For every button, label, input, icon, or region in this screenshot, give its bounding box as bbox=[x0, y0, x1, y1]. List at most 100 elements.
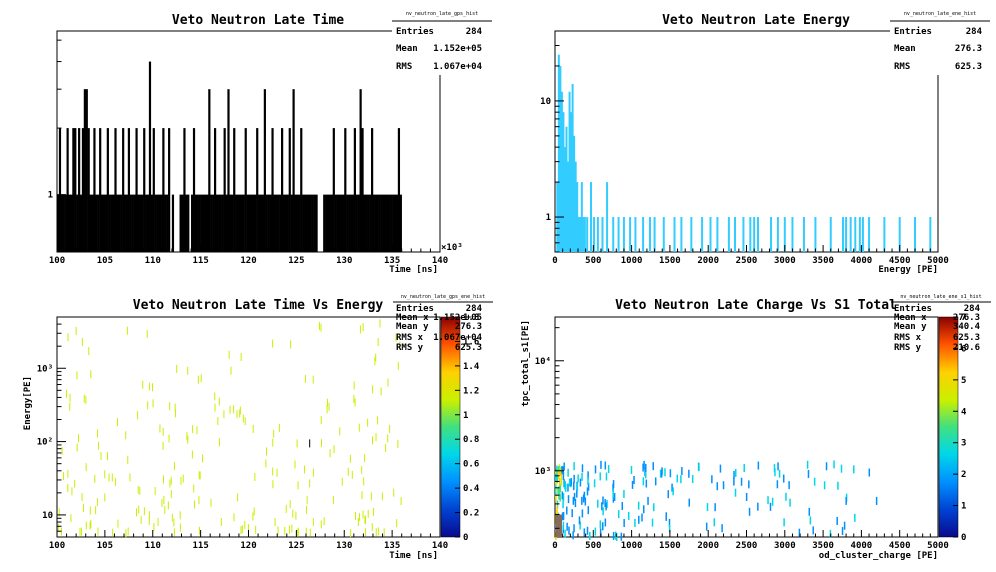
heatmap-cell bbox=[65, 389, 67, 398]
stat-label: Mean x bbox=[396, 313, 429, 323]
heatmap-cell bbox=[572, 531, 574, 540]
heatmap-cell bbox=[837, 481, 839, 490]
heatmap-cell bbox=[853, 465, 855, 474]
heatmap-cell bbox=[676, 474, 679, 483]
heatmap-cell bbox=[77, 434, 79, 443]
heatmap-cell bbox=[83, 394, 85, 403]
heatmap-cell bbox=[733, 477, 735, 486]
x-tick-label: 3000 bbox=[774, 541, 796, 551]
histogram-bar bbox=[238, 194, 242, 252]
heatmap-cell bbox=[375, 353, 377, 362]
heatmap-cell bbox=[562, 471, 565, 480]
heatmap-cell bbox=[688, 469, 690, 478]
stat-value: 1.067e+04 bbox=[433, 62, 482, 72]
heatmap-cell bbox=[96, 429, 98, 438]
histogram-bar bbox=[914, 217, 917, 252]
stat-value: 284 bbox=[964, 304, 981, 314]
heatmap-cell bbox=[187, 435, 189, 444]
heatmap-cell bbox=[374, 357, 376, 366]
heatmap-cell bbox=[196, 426, 198, 435]
histogram-bar bbox=[236, 194, 240, 252]
heatmap-cell bbox=[154, 487, 156, 496]
histogram-bar bbox=[81, 128, 85, 252]
heatmap-cell bbox=[377, 527, 379, 536]
heatmap-cell bbox=[187, 366, 189, 375]
heatmap-cell bbox=[90, 519, 92, 528]
histogram-bar bbox=[734, 217, 737, 252]
histogram-bar bbox=[196, 194, 199, 252]
heatmap-cell bbox=[143, 507, 145, 516]
heatmap-cell bbox=[586, 526, 589, 535]
x-ticks: 100 105 110 115 120 125 130 135 140 bbox=[49, 245, 448, 266]
histogram-bar bbox=[116, 194, 119, 252]
stats-title: nv_neutron_late_ene_hist bbox=[904, 11, 976, 17]
x-tick-label: 120 bbox=[240, 256, 256, 266]
heatmap-cell bbox=[320, 323, 322, 332]
histogram-bar bbox=[206, 194, 209, 252]
histogram-bar bbox=[783, 217, 786, 252]
stat-label: Mean bbox=[396, 44, 418, 54]
x-tick-label: 4500 bbox=[889, 541, 911, 551]
heatmap-cell bbox=[587, 506, 590, 515]
heatmap-cell bbox=[272, 480, 274, 489]
heatmap-cell bbox=[323, 517, 325, 526]
x-tick-label: 120 bbox=[240, 541, 256, 551]
histogram-bar bbox=[171, 194, 175, 252]
stat-value: 625.3 bbox=[953, 333, 980, 343]
plot-frame bbox=[554, 316, 939, 538]
histogram-bar bbox=[606, 182, 609, 252]
heatmap-cell bbox=[173, 462, 175, 471]
heatmap-cell bbox=[305, 527, 307, 536]
histogram-bar bbox=[861, 217, 864, 252]
heatmap-cell bbox=[583, 491, 586, 500]
stat-value: 210.6 bbox=[953, 343, 980, 353]
z-tick-label: 0.2 bbox=[463, 509, 479, 519]
histogram-bar bbox=[233, 128, 236, 252]
y-tick-label: 1 bbox=[48, 191, 53, 201]
heatmap-cell bbox=[643, 505, 645, 514]
y-tick-label: 10³ bbox=[535, 467, 551, 477]
heatmap-cell bbox=[217, 417, 219, 426]
histogram-bar bbox=[101, 194, 104, 252]
histogram-bar bbox=[371, 128, 374, 252]
heatmap-cell bbox=[67, 484, 69, 493]
heatmap-cell bbox=[843, 521, 846, 530]
heatmap-cell bbox=[142, 380, 144, 389]
heatmap-cell bbox=[561, 491, 564, 500]
heatmap-cell bbox=[198, 496, 200, 505]
x-tick-label: 135 bbox=[384, 541, 400, 551]
histogram-bar bbox=[95, 194, 98, 252]
histogram-bar bbox=[559, 65, 562, 252]
heatmap-cell bbox=[612, 490, 614, 499]
heatmap-cell bbox=[295, 511, 297, 520]
histogram-bar bbox=[294, 194, 297, 252]
histogram-bar bbox=[129, 194, 132, 252]
histogram-bar bbox=[582, 217, 585, 252]
heatmap-cell bbox=[266, 447, 268, 456]
heatmap-cell bbox=[757, 502, 759, 511]
histogram-bar bbox=[78, 128, 81, 252]
y-axis-label: Energy[PE] bbox=[23, 376, 33, 430]
heatmap-cell bbox=[153, 523, 155, 532]
x-tick-label: 4000 bbox=[851, 256, 873, 266]
heatmap-cell bbox=[202, 454, 204, 463]
heatmap-cell bbox=[556, 467, 559, 476]
heatmap-cell bbox=[576, 489, 578, 498]
heatmap-cell bbox=[600, 460, 602, 469]
heatmap-cell bbox=[568, 526, 570, 535]
heatmap-cell bbox=[296, 528, 298, 537]
histogram-bar bbox=[133, 194, 136, 252]
x-tick-label: 125 bbox=[288, 541, 304, 551]
histogram-bar bbox=[104, 194, 108, 252]
histogram-bar bbox=[593, 217, 596, 252]
heatmap-cell bbox=[199, 471, 201, 480]
histogram-bar bbox=[166, 194, 169, 252]
histogram-bar bbox=[89, 194, 92, 252]
x-axis-label: Time [ns] bbox=[389, 550, 438, 561]
heatmap-cell bbox=[660, 469, 663, 478]
histogram-bar bbox=[344, 128, 347, 252]
heatmap-cell bbox=[169, 479, 171, 488]
heatmap-cell bbox=[304, 374, 306, 383]
heatmap-cell bbox=[581, 509, 584, 518]
heatmap-cell bbox=[104, 470, 106, 479]
